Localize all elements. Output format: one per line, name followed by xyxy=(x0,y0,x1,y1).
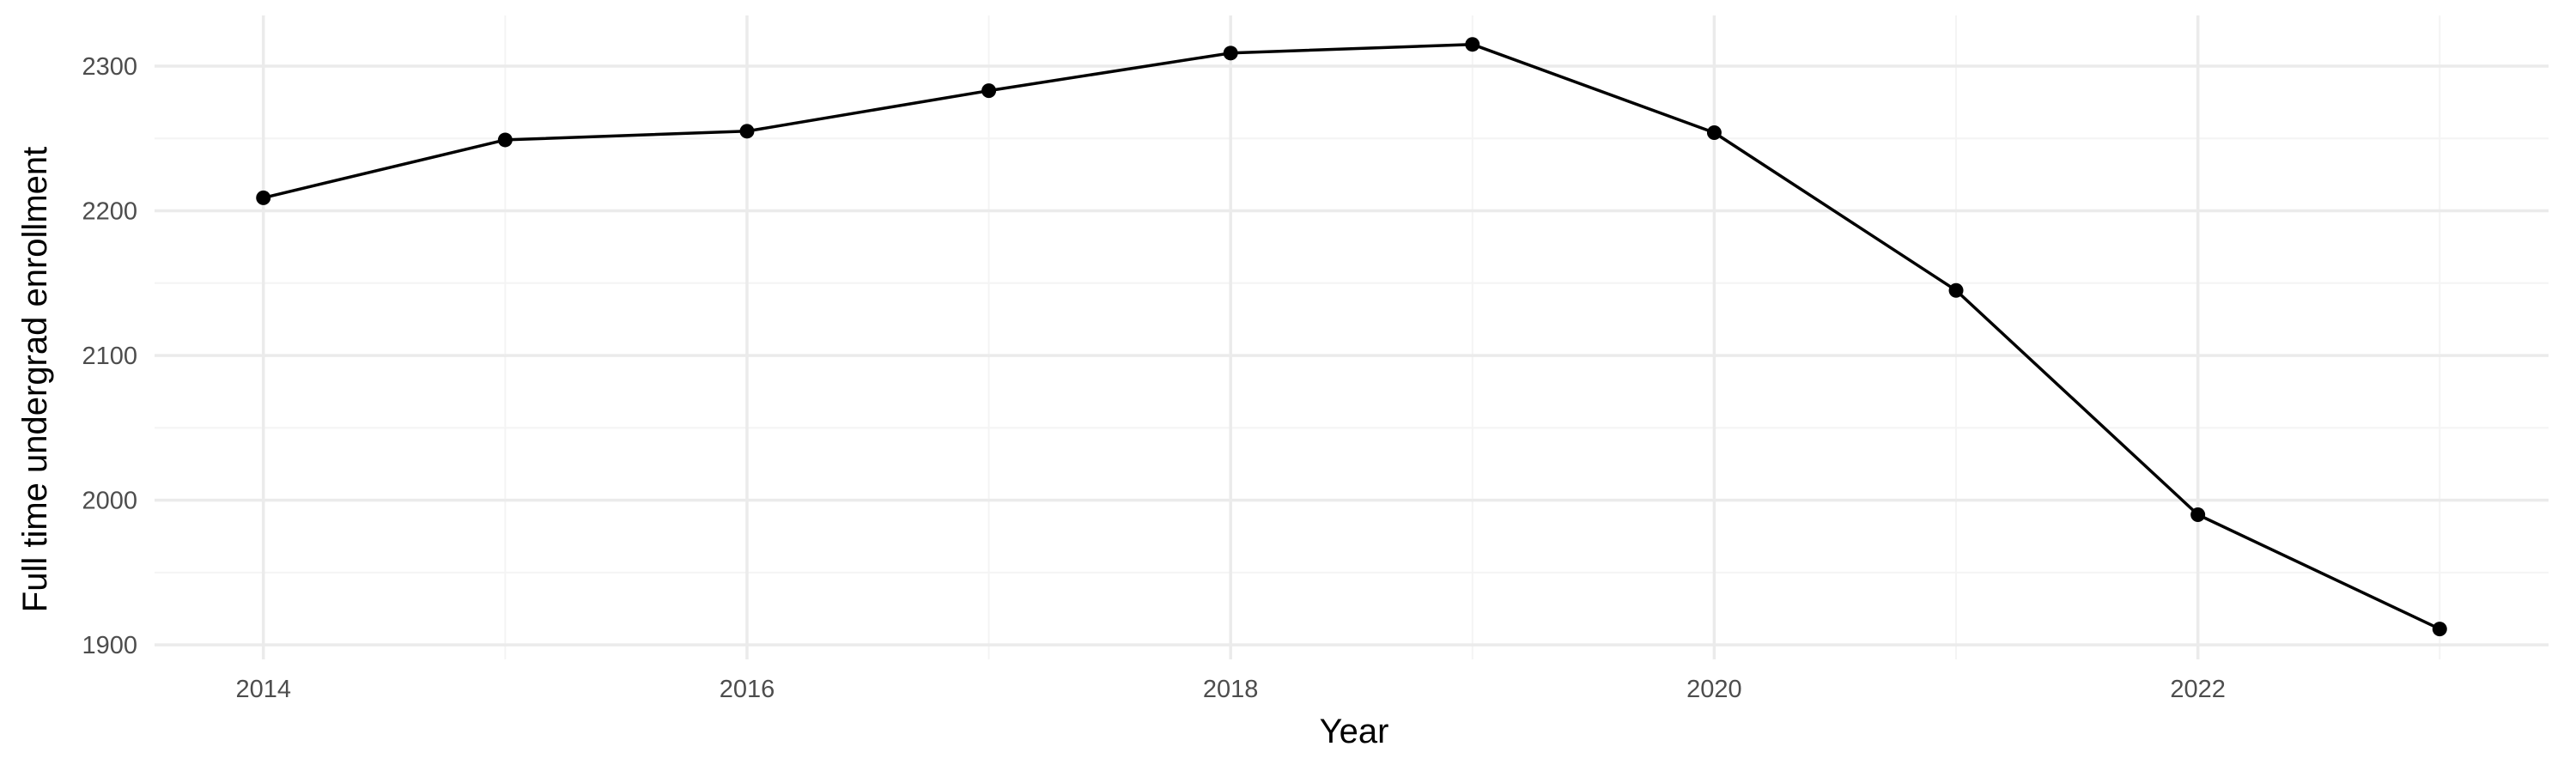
y-tick-label: 2100 xyxy=(82,343,137,370)
data-point-2017 xyxy=(981,83,997,99)
x-axis-title: Year xyxy=(1320,713,1389,750)
y-tick-label: 2200 xyxy=(82,198,137,226)
y-tick-label: 1900 xyxy=(82,632,137,659)
y-tick-label: 2300 xyxy=(82,53,137,81)
minor-gridlines xyxy=(155,15,2549,659)
data-point-2022 xyxy=(2190,507,2206,522)
data-point-2015 xyxy=(497,132,513,148)
data-point-2018 xyxy=(1223,46,1238,61)
x-tick-label: 2014 xyxy=(235,676,291,703)
data-point-2019 xyxy=(1465,37,1480,52)
series-layer xyxy=(261,42,2442,631)
data-point-2016 xyxy=(739,124,755,139)
x-tick-label: 2020 xyxy=(1686,676,1742,703)
y-tick-label: 2000 xyxy=(82,488,137,515)
major-gridlines xyxy=(155,15,2549,659)
x-tick-label: 2018 xyxy=(1203,676,1259,703)
x-tick-label: 2022 xyxy=(2170,676,2226,703)
x-tick-labels: 2014 2016 2018 2020 2022 xyxy=(235,676,2225,703)
data-point-2023 xyxy=(2432,622,2447,637)
data-point-2021 xyxy=(1948,282,1964,298)
y-axis-title: Full time undergrad enrollment xyxy=(16,147,54,612)
points-layer xyxy=(256,37,2447,637)
data-point-2014 xyxy=(256,190,271,205)
series-line xyxy=(261,42,2442,631)
data-point-2020 xyxy=(1706,125,1722,141)
y-tick-labels: 1900 2000 2100 2200 2300 xyxy=(82,53,137,659)
x-tick-label: 2016 xyxy=(720,676,775,703)
